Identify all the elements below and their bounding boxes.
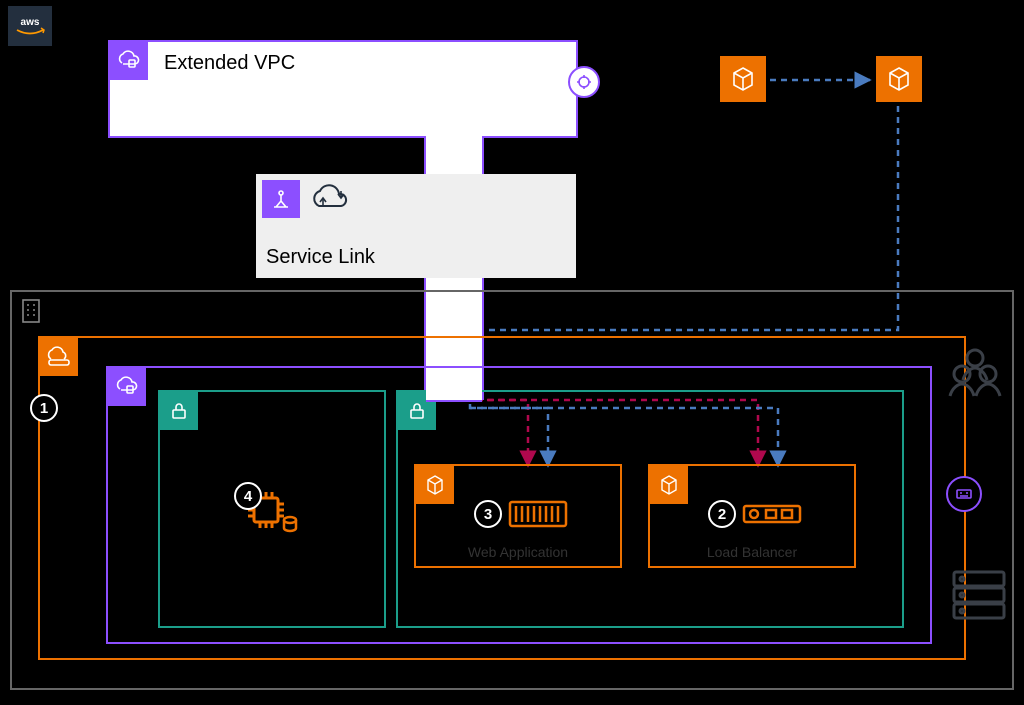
- webapp-glyph: [508, 496, 568, 532]
- service-cube-1: [720, 56, 766, 102]
- lb-glyph: [742, 496, 802, 532]
- channel-cap-top: [426, 134, 482, 142]
- badge-1: 1: [30, 394, 58, 422]
- badge-3: 3: [474, 500, 502, 528]
- service-link-label: Service Link: [266, 246, 375, 269]
- building-icon: [16, 296, 46, 326]
- service-link-panel: Service Link: [256, 174, 576, 278]
- vpc-icon: [110, 42, 148, 80]
- local-gateway-icon: [946, 476, 982, 512]
- diagram-canvas: aws Extended VPC Service Link: [0, 0, 1024, 705]
- lock-icon-left: [160, 392, 198, 430]
- lb-label: Load Balancer: [650, 544, 854, 560]
- svg-text:aws: aws: [21, 17, 40, 28]
- inner-vpc-icon: [108, 368, 146, 406]
- cloud-updown-icon: [308, 180, 352, 216]
- ec2-icon-2: [650, 466, 688, 504]
- service-link-icon: [262, 180, 300, 218]
- service-cube-2: [876, 56, 922, 102]
- channel-cap-bottom: [426, 388, 482, 402]
- extended-vpc-box: Extended VPC: [108, 40, 578, 138]
- badge-2: 2: [708, 500, 736, 528]
- webapp-label: Web Application: [416, 544, 620, 560]
- gateway-icon: [568, 66, 600, 98]
- extended-vpc-label: Extended VPC: [164, 52, 295, 75]
- users-icon: [940, 342, 1010, 407]
- badge-4: 4: [234, 482, 262, 510]
- aws-logo-box: aws: [8, 6, 52, 46]
- server-icon: [950, 568, 1008, 627]
- outposts-icon: [40, 338, 78, 376]
- ec2-icon-1: [416, 466, 454, 504]
- instance-webapp: 3 Web Application: [414, 464, 622, 568]
- private-subnet-left: 4: [158, 390, 386, 628]
- instance-lb: 2 Load Balancer: [648, 464, 856, 568]
